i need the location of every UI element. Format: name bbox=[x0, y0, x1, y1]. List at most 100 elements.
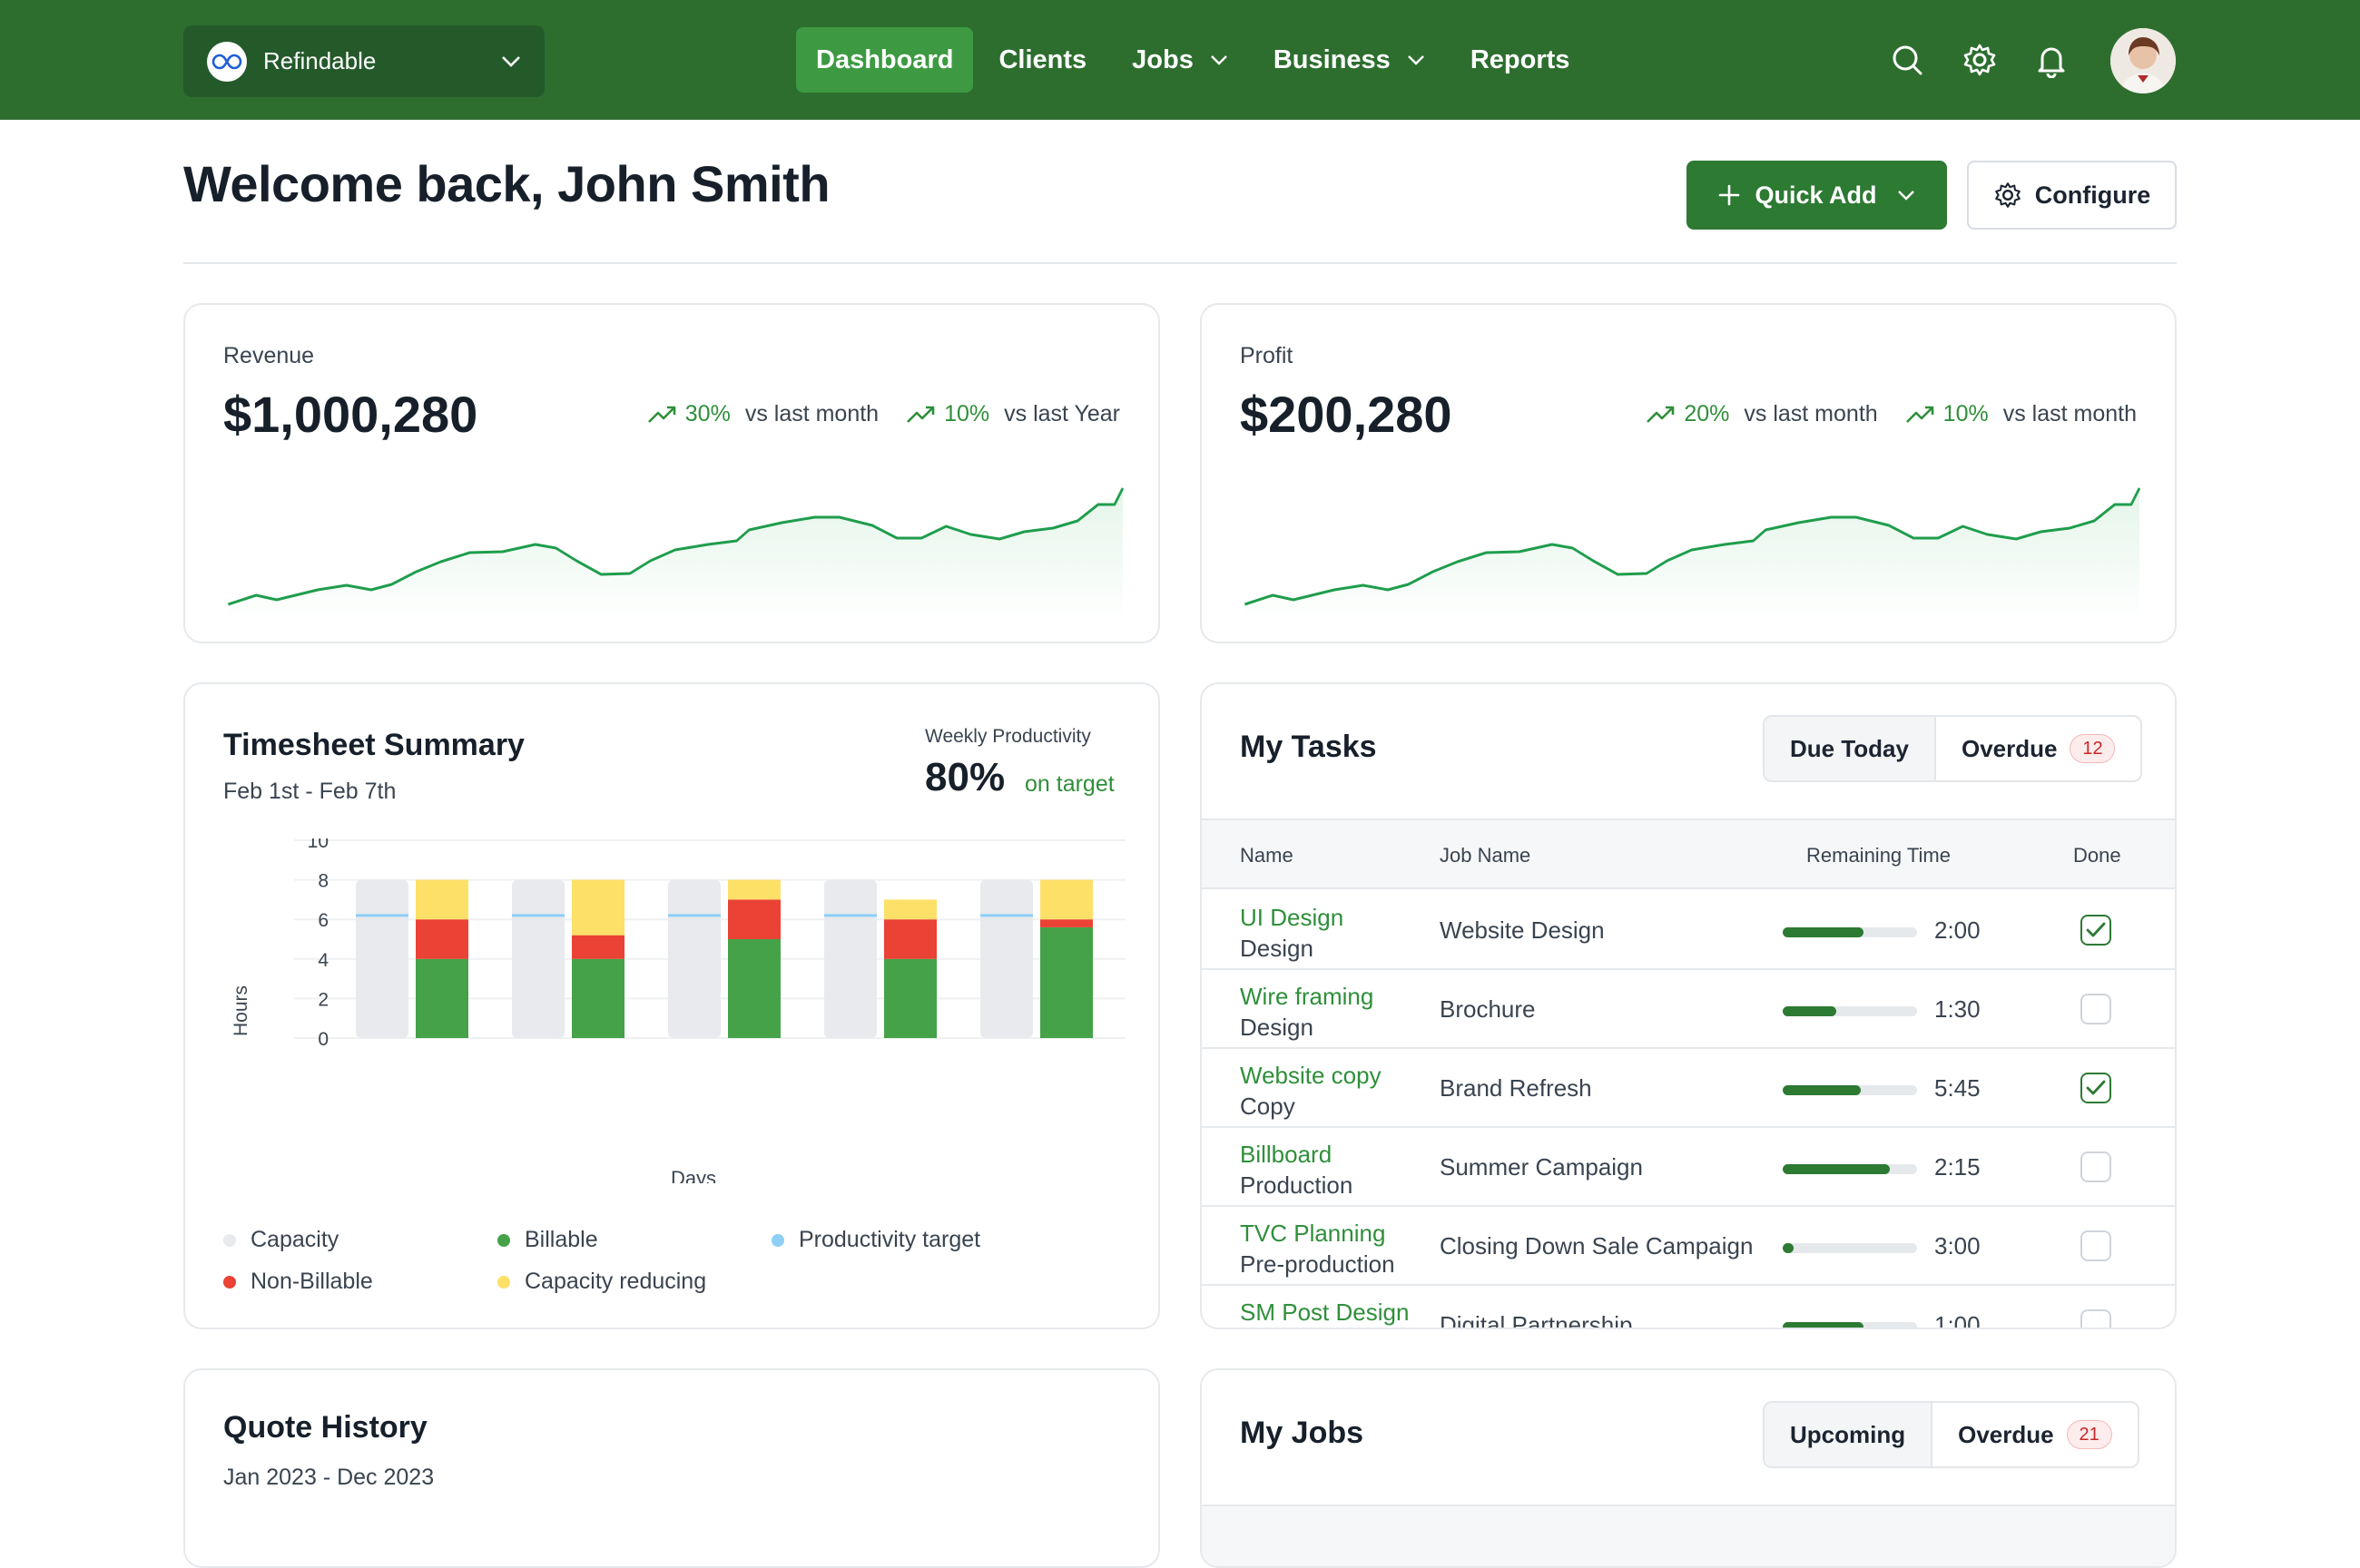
task-name[interactable]: SM Post Design bbox=[1240, 1298, 1410, 1326]
my-jobs-card: My Jobs Upcoming Overdue 21 bbox=[1200, 1368, 2177, 1568]
capacity-bar bbox=[356, 879, 408, 1038]
chevron-down-icon bbox=[502, 55, 520, 67]
capacity-reducing-bar bbox=[572, 879, 624, 936]
my-tasks-card: My Tasks Due Today Overdue 12 Name Job Na… bbox=[1200, 682, 2177, 1329]
nav-clients[interactable]: Clients bbox=[998, 44, 1087, 74]
legend-capacity-reducing: Capacity reducing bbox=[497, 1269, 706, 1295]
non-billable-bar bbox=[884, 919, 937, 959]
profit-delta-1-text: vs last month bbox=[1744, 401, 1878, 426]
task-job-name: Digital Partnership bbox=[1440, 1311, 1633, 1329]
profit-delta-2-text: vs last month bbox=[2002, 401, 2137, 426]
y-tick-label: 6 bbox=[318, 910, 329, 931]
table-row[interactable]: Website copy Copy Brand Refresh 5:45 bbox=[1202, 1049, 2175, 1128]
timesheet-summary-card: Timesheet Summary Feb 1st - Feb 7th Week… bbox=[183, 682, 1160, 1329]
profit-value: $200,280 bbox=[1240, 386, 1452, 443]
revenue-sparkline bbox=[228, 487, 1125, 622]
task-type: Copy bbox=[1240, 1093, 1295, 1120]
task-name[interactable]: Wire framing bbox=[1240, 983, 1374, 1010]
col-remaining-time: Remaining Time bbox=[1806, 844, 1951, 867]
quote-history-title: Quote History bbox=[223, 1410, 428, 1445]
remaining-time-fill bbox=[1783, 1243, 1794, 1253]
trend-up-icon bbox=[647, 406, 676, 423]
overdue-count-badge: 12 bbox=[2070, 734, 2116, 763]
col-done: Done bbox=[2073, 844, 2121, 867]
jobs-filter-tabs: Upcoming Overdue 21 bbox=[1763, 1401, 2139, 1468]
done-checkbox[interactable] bbox=[2080, 1230, 2111, 1261]
quote-history-range: Jan 2023 - Dec 2023 bbox=[223, 1465, 435, 1490]
search-icon[interactable] bbox=[1889, 42, 1925, 78]
checkmark-icon bbox=[2086, 922, 2106, 937]
capacity-bar bbox=[512, 879, 565, 1038]
capacity-reducing-bar bbox=[728, 879, 781, 900]
non-billable-bar bbox=[416, 919, 468, 959]
profit-delta-1-pct: 20% bbox=[1684, 401, 1730, 426]
capacity-reducing-dot bbox=[497, 1275, 510, 1289]
remaining-time-fill bbox=[1783, 1322, 1863, 1328]
tasks-filter-tabs: Due Today Overdue 12 bbox=[1763, 715, 2143, 782]
done-checkbox[interactable] bbox=[2080, 994, 2111, 1024]
nav-reports[interactable]: Reports bbox=[1470, 44, 1570, 74]
legend-non-billable-label: Non-Billable bbox=[251, 1269, 373, 1294]
legend-capacity: Capacity bbox=[223, 1227, 339, 1253]
task-name[interactable]: Billboard bbox=[1240, 1141, 1332, 1168]
gear-icon[interactable] bbox=[1962, 42, 1998, 78]
table-row[interactable]: UI Design Design Website Design 2:00 bbox=[1202, 891, 2175, 970]
billable-bar bbox=[416, 958, 468, 1038]
configure-button[interactable]: Configure bbox=[1967, 161, 2177, 230]
table-row[interactable]: TVC Planning Pre-production Closing Down S… bbox=[1202, 1207, 2175, 1286]
revenue-delta-month-text: vs last month bbox=[744, 401, 880, 426]
gear-icon bbox=[1994, 182, 2021, 208]
revenue-delta-month-pct: 30% bbox=[684, 401, 731, 426]
table-row[interactable]: Wire framing Design Brochure 1:30 bbox=[1202, 970, 2175, 1049]
done-checkbox[interactable] bbox=[2080, 1309, 2111, 1328]
done-checkbox[interactable] bbox=[2080, 1152, 2111, 1182]
quote-history-card: Quote History Jan 2023 - Dec 2023 bbox=[183, 1368, 1160, 1568]
capacity-bar bbox=[980, 879, 1033, 1038]
tab-upcoming[interactable]: Upcoming bbox=[1765, 1403, 1933, 1466]
remaining-time-bar bbox=[1783, 1085, 1917, 1095]
jobs-table-header bbox=[1202, 1504, 2175, 1566]
task-name[interactable]: TVC Planning bbox=[1240, 1220, 1386, 1247]
trend-up-icon bbox=[1905, 406, 1933, 423]
quick-add-button[interactable]: Quick Add bbox=[1686, 161, 1947, 230]
billable-bar bbox=[572, 958, 624, 1038]
tab-jobs-overdue[interactable]: Overdue 21 bbox=[1932, 1403, 2138, 1466]
profit-delta-2-pct: 10% bbox=[1942, 401, 1989, 426]
checkmark-icon bbox=[2086, 1080, 2106, 1095]
task-name[interactable]: UI Design bbox=[1240, 904, 1344, 931]
billable-bar bbox=[728, 939, 781, 1038]
table-row[interactable]: SM Post Design Digital Partnership 1:00 bbox=[1202, 1286, 2175, 1329]
bell-icon[interactable] bbox=[2033, 42, 2070, 78]
tasks-table-header: Name Job Name Remaining Time Done bbox=[1202, 818, 2175, 889]
col-name: Name bbox=[1240, 844, 1293, 867]
tab-jobs-overdue-label: Overdue bbox=[1958, 1420, 2054, 1448]
x-axis-label: Days bbox=[671, 1167, 716, 1183]
chevron-down-icon bbox=[1407, 55, 1424, 65]
capacity-reducing-bar bbox=[1040, 879, 1093, 920]
organization-switcher[interactable]: Refindable bbox=[183, 25, 545, 97]
tab-overdue-label: Overdue bbox=[1961, 734, 2058, 762]
plus-icon bbox=[1719, 184, 1740, 206]
nav-dashboard[interactable]: Dashboard bbox=[796, 27, 974, 93]
tab-overdue[interactable]: Overdue 12 bbox=[1936, 717, 2141, 780]
remaining-time-bar bbox=[1783, 1243, 1917, 1253]
task-name[interactable]: Website copy bbox=[1240, 1062, 1382, 1089]
remaining-time-bar bbox=[1783, 927, 1917, 937]
task-job-name: Brand Refresh bbox=[1440, 1074, 1592, 1102]
nav-business[interactable]: Business bbox=[1254, 27, 1445, 93]
done-checkbox[interactable] bbox=[2080, 915, 2111, 946]
tab-due-today[interactable]: Due Today bbox=[1765, 717, 1936, 780]
task-job-name: Website Design bbox=[1440, 916, 1605, 944]
timesheet-title: Timesheet Summary bbox=[223, 728, 525, 762]
table-row[interactable]: Billboard Production Summer Campaign 2:15 bbox=[1202, 1128, 2175, 1207]
capacity-dot bbox=[223, 1233, 236, 1247]
done-checkbox[interactable] bbox=[2080, 1073, 2111, 1103]
nav-jobs[interactable]: Jobs bbox=[1112, 27, 1248, 93]
billable-dot bbox=[497, 1233, 510, 1247]
task-type: Design bbox=[1240, 1014, 1313, 1041]
weekly-productivity-value: 80% bbox=[925, 755, 1006, 799]
capacity-bar bbox=[668, 879, 721, 1038]
legend-billable: Billable bbox=[497, 1227, 598, 1253]
revenue-card: Revenue $1,000,280 30% vs last month 10%… bbox=[183, 303, 1160, 643]
user-avatar[interactable] bbox=[2110, 28, 2176, 93]
